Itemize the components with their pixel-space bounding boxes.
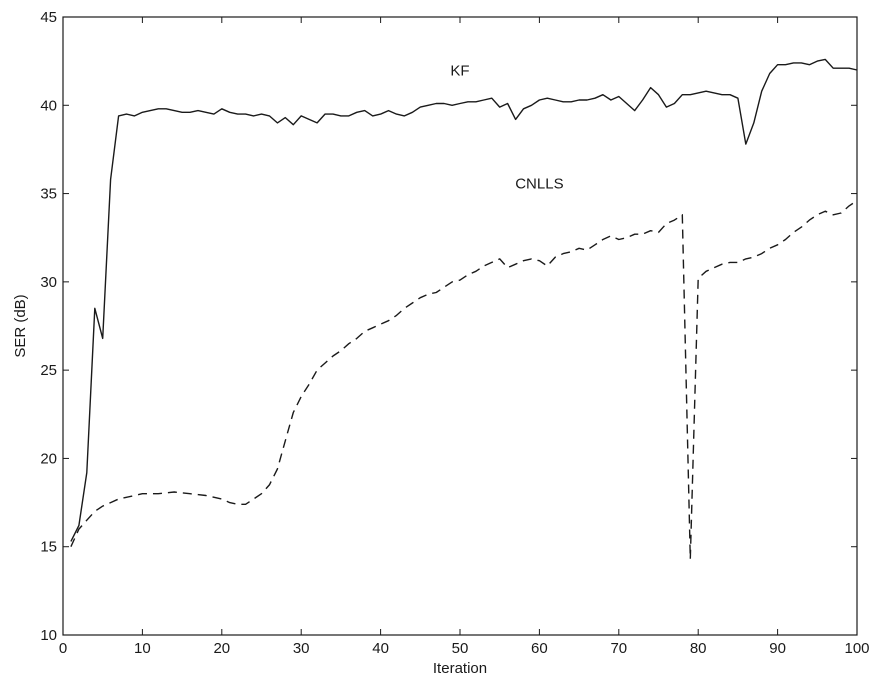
y-tick-label: 20 (40, 450, 57, 467)
x-tick-label: 70 (610, 640, 627, 657)
label-layer: Iteration SER (dB) (12, 294, 487, 677)
y-tick-label: 45 (40, 9, 57, 26)
x-tick-label: 90 (769, 640, 786, 657)
y-tick-label: 10 (40, 627, 57, 644)
y-tick-label: 30 (40, 274, 57, 291)
series-line-kf (70, 58, 858, 542)
x-axis-label: Iteration (433, 660, 487, 677)
x-tick-label: 80 (690, 640, 707, 657)
x-tick-label: 10 (134, 640, 151, 657)
series-line-cnlls (70, 200, 858, 560)
x-tick-label: 20 (213, 640, 230, 657)
series-label-kf: KF (450, 62, 469, 79)
x-tick-label: 0 (59, 640, 67, 657)
y-tick-label: 15 (40, 539, 57, 556)
y-axis-label: SER (dB) (12, 294, 29, 357)
series-layer: KF CNLLS (70, 58, 858, 560)
series-label-cnlls: CNLLS (515, 175, 563, 192)
x-tick-label: 30 (293, 640, 310, 657)
y-tick-label: 40 (40, 97, 57, 114)
x-tick-label: 40 (372, 640, 389, 657)
y-tick-label: 35 (40, 186, 57, 203)
x-tick-label: 100 (844, 640, 869, 657)
x-tick-label: 50 (452, 640, 469, 657)
y-tick-label: 25 (40, 362, 57, 379)
x-tick-label: 60 (531, 640, 548, 657)
